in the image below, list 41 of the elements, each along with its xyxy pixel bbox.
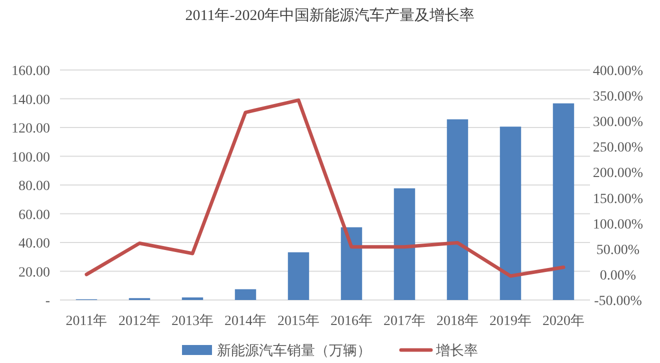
bar	[340, 227, 362, 300]
y2-tick-label: 200.00%	[592, 166, 644, 182]
y-tick-label: 60.00	[18, 208, 50, 223]
legend-label: 增长率	[435, 343, 478, 359]
y-tick-label: 40.00	[18, 236, 50, 252]
y-tick-label: 120.00	[12, 122, 50, 136]
x-tick-label: 2014年	[224, 313, 266, 329]
bar	[234, 289, 256, 300]
x-tick-label: 2020年	[542, 313, 584, 329]
bar	[446, 119, 468, 300]
line-series	[84, 98, 566, 278]
y-tick-label: 80.00	[18, 179, 50, 194]
bar	[552, 103, 574, 300]
y-tick-label: 160.00	[12, 64, 50, 79]
x-tick-label: 2016年	[330, 313, 372, 329]
y2-tick-label: 0.00%	[600, 268, 636, 284]
bar	[182, 297, 204, 300]
x-tick-label: 2013年	[172, 313, 214, 329]
legend-label: 新能源汽车销量（万辆）	[217, 343, 371, 359]
x-tick-label: 2012年	[118, 313, 160, 329]
x-tick-label: 2015年	[278, 313, 320, 329]
y-tick-label: 100.00	[12, 150, 50, 166]
x-tick-label: 2019年	[490, 313, 532, 329]
y-tick-label: 20.00	[18, 265, 50, 280]
y2-tick-label: 150.00%	[592, 192, 644, 207]
y-tick-label: -	[45, 294, 50, 309]
y2-tick-label: 350.00%	[592, 90, 644, 105]
y2-tick-label: -50.00%	[594, 294, 642, 309]
y2-tick-label: 100.00%	[592, 217, 644, 232]
y-tick-label: 140.00	[12, 92, 50, 108]
x-tick-label: 2018年	[436, 313, 478, 329]
chart-title: 2011年-2020年中国新能源汽车产量及增长率	[185, 7, 475, 24]
y2-tick-label: 250.00%	[592, 140, 644, 156]
bar	[500, 126, 522, 300]
y2-tick-label: 50.00%	[596, 242, 640, 258]
bar	[288, 252, 310, 300]
x-tick-label: 2017年	[384, 313, 426, 329]
bar	[394, 188, 416, 300]
y2-tick-label: 300.00%	[592, 115, 644, 130]
y2-tick-label: 400.00%	[592, 64, 644, 79]
x-tick-label: 2011年	[66, 313, 108, 329]
